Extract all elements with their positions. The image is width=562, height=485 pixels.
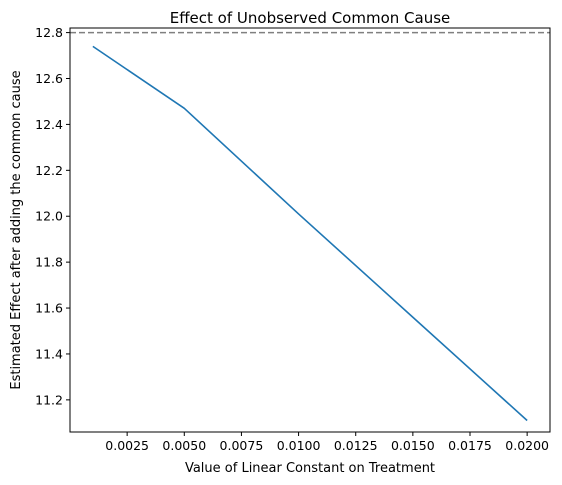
y-tick-label: 12.8	[35, 25, 63, 40]
y-tick-label: 11.4	[35, 346, 63, 361]
y-tick-label: 12.0	[35, 209, 63, 224]
y-tick-label: 12.2	[35, 163, 63, 178]
x-axis-ticks: 0.0025 0.0050 0.0075 0.0100 0.0125 0.0150 0.01…	[105, 432, 549, 453]
plot-frame	[69, 27, 551, 433]
x-tick-label: 0.0175	[448, 438, 492, 453]
y-axis-label: Estimated Effect after adding the common…	[9, 70, 24, 389]
x-tick-label: 0.0150	[391, 438, 435, 453]
y-tick-label: 11.8	[35, 255, 63, 270]
x-tick-label: 0.0200	[505, 438, 549, 453]
x-axis-label: Value of Linear Constant on Treatment	[185, 461, 435, 476]
x-tick-label: 0.0100	[277, 438, 321, 453]
series-line-0	[92, 45, 528, 422]
y-tick-label: 11.2	[35, 392, 63, 407]
plot-area	[70, 31, 550, 422]
x-tick-label: 0.0125	[334, 438, 378, 453]
x-tick-label: 0.0075	[220, 438, 264, 453]
y-axis-ticks: 11.2 11.4 11.6 11.8 12.0 12.2 12.4 12.6 12.8	[35, 25, 70, 407]
chart-title: Effect of Unobserved Common Cause	[170, 9, 451, 27]
x-tick-label: 0.0050	[162, 438, 206, 453]
y-tick-label: 12.6	[35, 71, 63, 86]
y-tick-label: 12.4	[35, 117, 63, 132]
x-tick-label: 0.0025	[105, 438, 149, 453]
y-tick-label: 11.6	[35, 301, 63, 316]
